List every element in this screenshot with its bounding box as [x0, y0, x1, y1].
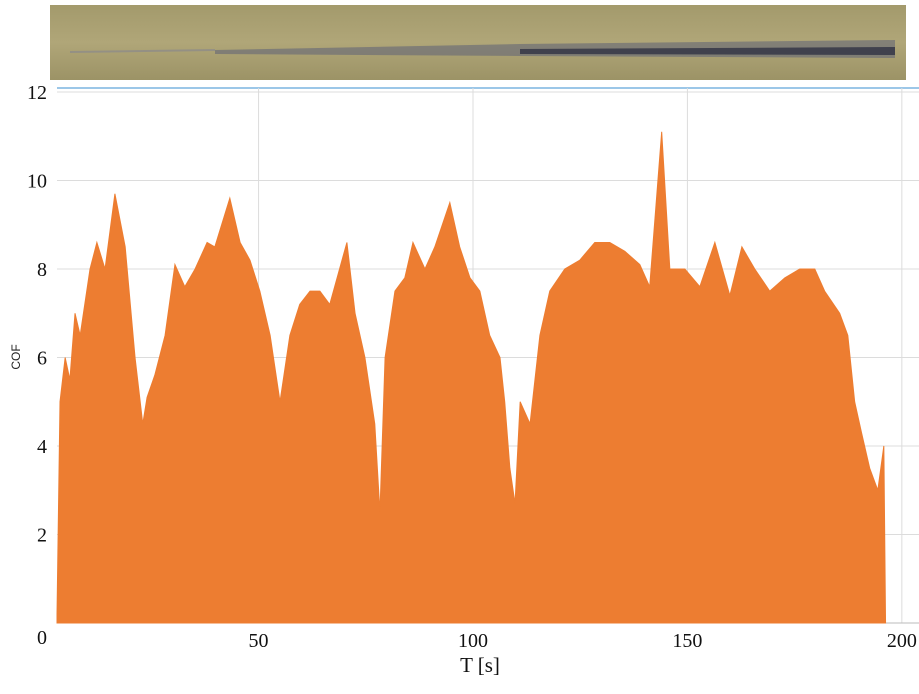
cof-area: [56, 131, 887, 624]
y-axis-label: COF: [9, 344, 23, 369]
x-tick-label: 150: [672, 630, 702, 652]
y-tick-label: 8: [37, 259, 47, 281]
x-axis-label: T [s]: [460, 653, 500, 677]
y-tick-label: 10: [27, 171, 47, 193]
scratch-photo: [50, 5, 906, 80]
y-tick-label: 4: [37, 436, 47, 458]
x-tick-label: 50: [249, 630, 269, 652]
y-tick-label: 6: [37, 348, 47, 370]
y-tick-label: 12: [27, 82, 47, 104]
y-tick-label: 2: [37, 525, 47, 547]
x-tick-label: 200: [887, 630, 917, 652]
y-tick-label: 0: [37, 627, 47, 649]
x-tick-label: 100: [458, 630, 488, 652]
